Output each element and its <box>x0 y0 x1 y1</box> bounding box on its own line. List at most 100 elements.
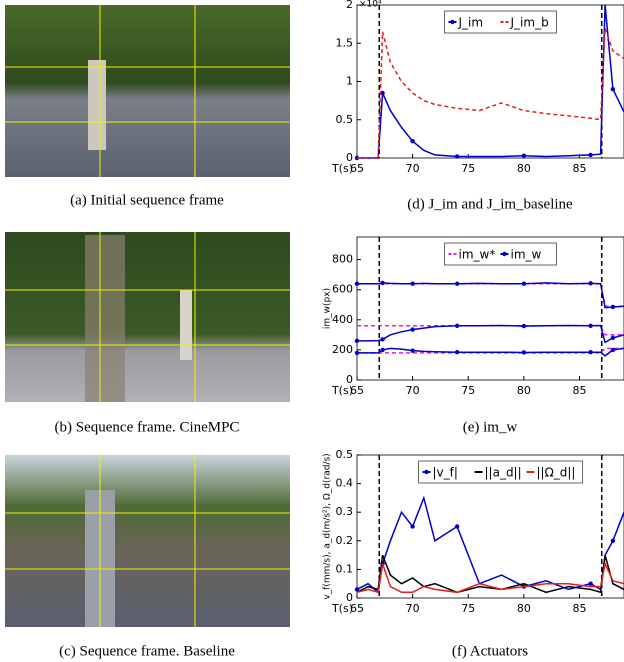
x-tick-label: 65 <box>350 384 364 397</box>
point <box>521 281 527 286</box>
series-line <box>357 282 624 307</box>
legend-marker <box>424 469 429 475</box>
plot-frame <box>356 454 624 599</box>
x-tick-label: 70 <box>406 602 420 615</box>
legend-label: J_im_b <box>510 16 549 30</box>
y-tick-label: 1 <box>346 75 353 88</box>
x-tick-label: 70 <box>406 384 420 397</box>
point <box>454 281 460 286</box>
point <box>610 538 616 543</box>
photo-c <box>5 455 290 627</box>
point <box>610 347 616 353</box>
series-line <box>357 324 624 344</box>
caption: (f) Actuators <box>452 643 528 659</box>
point <box>380 347 385 353</box>
y-tick-label: 1.5 <box>336 36 354 49</box>
y-tick-label: 0.2 <box>336 534 354 547</box>
y-tick-label: 600 <box>332 283 353 296</box>
x-tick-label: 85 <box>573 602 587 615</box>
series-line <box>357 4 624 159</box>
caption: (e) im_w <box>463 419 518 435</box>
y-axis-label: v_f(mm/s), a_d(m/s²), Ω_d(rad/s) <box>323 453 333 599</box>
y-tick-label: 2 <box>346 0 353 11</box>
x-axis-label: T(s) <box>331 384 353 397</box>
y-tick-label: 0.5 <box>336 448 354 461</box>
caption: (d) J_im and J_im_baseline <box>407 196 573 212</box>
y-tick-label: 0.5 <box>336 113 354 126</box>
legend-label: |v_f| <box>433 466 458 480</box>
point <box>380 337 385 342</box>
y-tick-label: 0 <box>346 591 353 604</box>
point <box>454 323 460 329</box>
x-axis-label: T(s) <box>331 602 353 615</box>
x-tick-label: 85 <box>573 384 587 397</box>
x-tick-label: 80 <box>517 602 531 615</box>
point <box>380 280 385 286</box>
caption: (c) Sequence frame. Baseline <box>59 643 235 659</box>
series-line <box>356 495 624 594</box>
y-tick-label: 0.1 <box>336 562 354 575</box>
x-tick-label: 80 <box>517 162 531 175</box>
y-tick-label: 200 <box>332 343 353 356</box>
legend-label: im_w* <box>459 248 496 262</box>
point <box>588 323 593 329</box>
x-tick-label: 75 <box>461 602 475 615</box>
legend-label: ||a_d|| <box>485 466 522 480</box>
point <box>410 524 415 529</box>
point <box>410 348 415 353</box>
legend-marker <box>502 251 507 257</box>
point <box>521 323 527 329</box>
series-line <box>357 27 624 159</box>
point <box>588 281 593 286</box>
point <box>410 138 415 144</box>
y-tick-label: 400 <box>332 313 353 326</box>
y-tick-label: 0 <box>346 373 353 386</box>
point <box>354 338 360 344</box>
point <box>521 350 527 355</box>
point <box>354 281 360 286</box>
caption: (b) Sequence frame. CineMPC <box>55 419 240 435</box>
photo-b <box>5 232 290 402</box>
series-line <box>357 347 624 357</box>
series-line <box>356 554 624 594</box>
y-tick-label: 0.3 <box>336 505 354 518</box>
legend-label: ||Ω_d|| <box>537 466 576 480</box>
y-axis-label: im_w(px) <box>323 288 333 329</box>
caption: (a) Initial sequence frame <box>70 192 224 208</box>
point <box>354 350 360 356</box>
y-tick-label: 0 <box>346 151 353 164</box>
point <box>588 152 593 158</box>
point <box>588 581 593 586</box>
legend-label: J_im <box>458 16 484 30</box>
point <box>610 335 616 341</box>
series-line <box>356 561 624 594</box>
x-tick-label: 65 <box>350 602 364 615</box>
x-tick-label: 75 <box>461 384 475 397</box>
point <box>410 327 415 332</box>
point <box>454 154 460 159</box>
point <box>354 587 360 592</box>
x-axis-label: T(s) <box>331 162 353 175</box>
y-tick-label: 0.4 <box>336 477 354 490</box>
x-tick-label: 85 <box>573 162 587 175</box>
y-multiplier: ×10⁴ <box>359 0 382 10</box>
x-tick-label: 75 <box>461 162 475 175</box>
x-tick-label: 80 <box>517 384 531 397</box>
point <box>410 281 415 286</box>
point <box>454 349 460 355</box>
charts: 0 0.5 1 1.5 2 65 70 75 80 85 T(s) ×10⁴ J_im J_im_b (d)… <box>323 0 624 659</box>
point <box>610 304 616 310</box>
photo-a <box>5 5 290 177</box>
legend-marker <box>450 19 455 25</box>
legend-box <box>418 460 583 484</box>
point <box>588 349 593 355</box>
point <box>454 524 460 529</box>
y-tick-label: 800 <box>332 253 353 266</box>
point <box>380 90 385 96</box>
point <box>521 153 527 158</box>
plot-frame <box>356 236 624 381</box>
x-tick-label: 65 <box>350 162 364 175</box>
x-tick-label: 70 <box>406 162 420 175</box>
legend-label: im_w <box>511 248 542 262</box>
